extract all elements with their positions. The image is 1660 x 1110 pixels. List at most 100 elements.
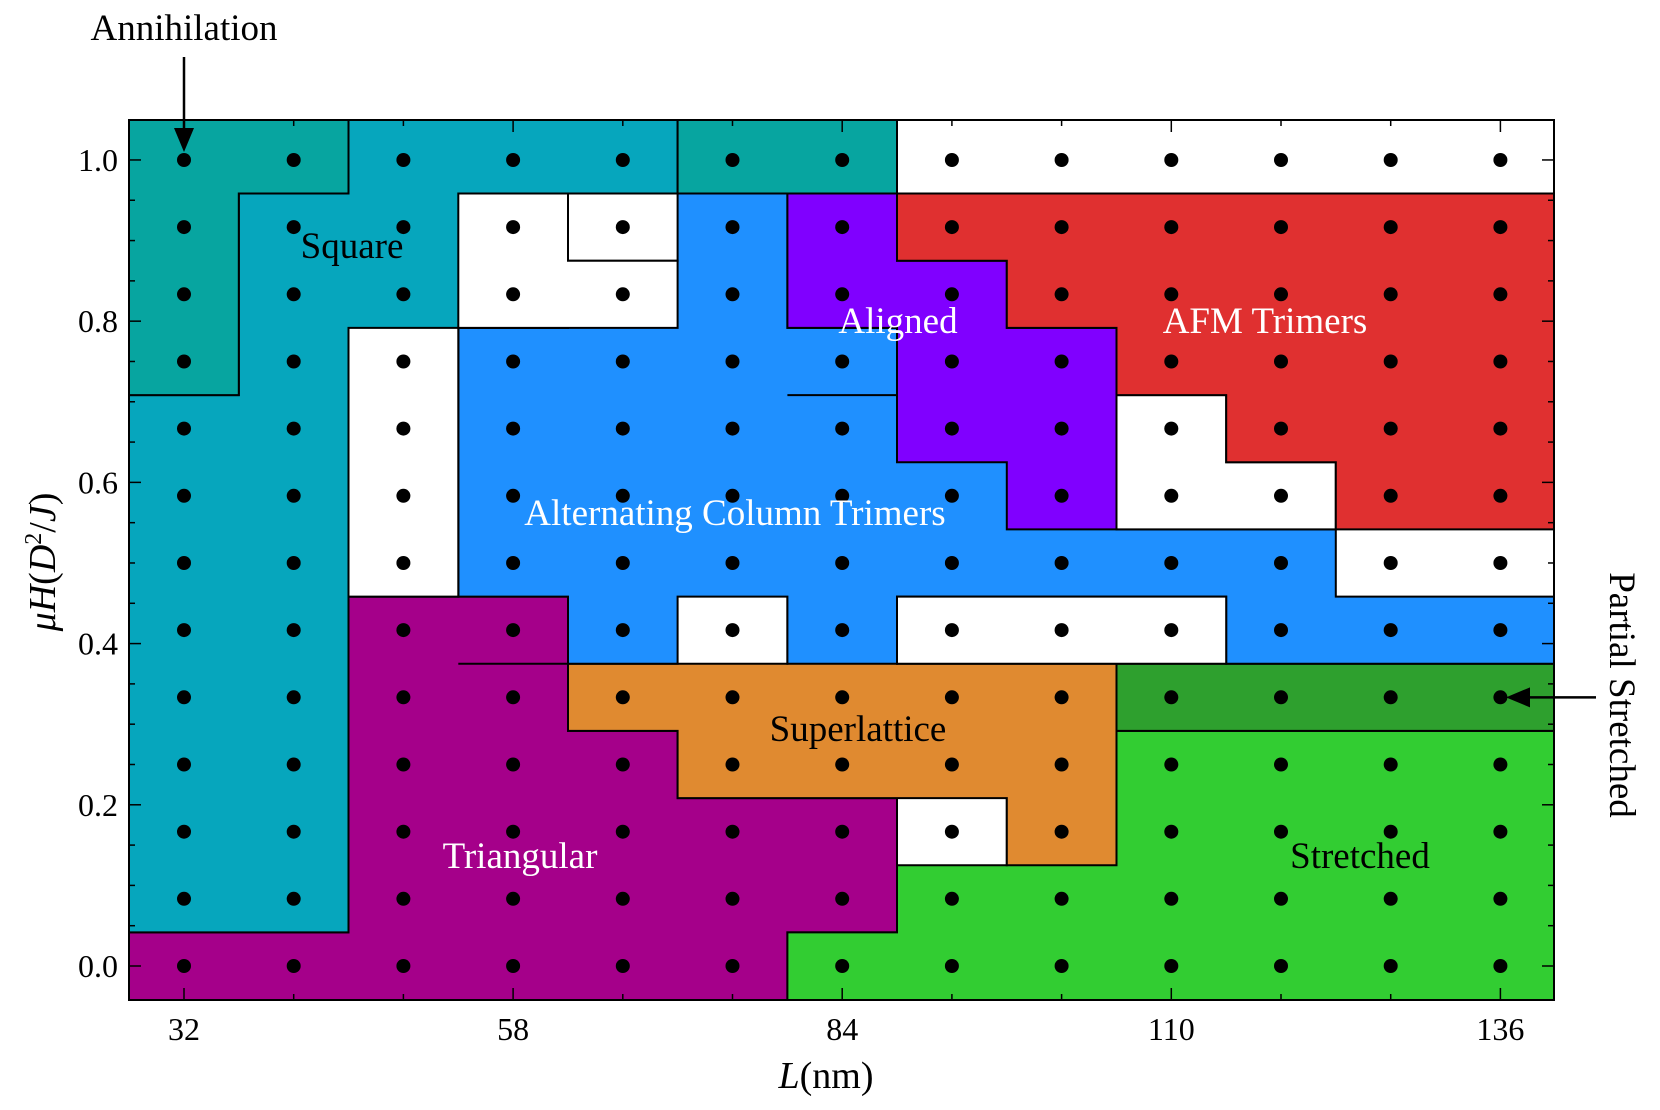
sample-point: [1164, 959, 1179, 973]
sample-point: [615, 153, 630, 167]
sample-point: [1274, 421, 1288, 436]
sample-point: [835, 354, 850, 369]
sample-point: [1164, 690, 1179, 705]
sample-point: [396, 421, 411, 436]
sample-point: [177, 354, 191, 369]
y-axis-close: ): [22, 493, 64, 506]
region-label-alternating-column-trimers: Alternating Column Trimers: [524, 493, 945, 534]
region-label-superlattice: Superlattice: [770, 709, 947, 750]
y-axis-mu-h: μH: [22, 582, 64, 632]
sample-point: [177, 220, 191, 235]
sample-point: [1383, 757, 1398, 772]
sample-points: [177, 153, 1508, 973]
sample-point: [835, 623, 850, 638]
sample-point: [177, 891, 191, 906]
sample-point: [835, 488, 850, 503]
sample-point: [506, 891, 521, 906]
sample-point: [615, 891, 630, 906]
y-tick-labels: 0.0 0.2 0.4 0.6 0.8 1.0: [78, 142, 118, 984]
sample-point: [615, 220, 630, 235]
y-tick-label: 0.6: [78, 464, 118, 500]
sample-point: [835, 824, 850, 839]
y-axis-slash: /: [22, 522, 64, 533]
sample-point: [725, 623, 740, 638]
sample-point: [396, 891, 411, 906]
x-tick-label: 32: [168, 1011, 200, 1047]
annotation-annihilation: Annihilation: [90, 8, 277, 49]
sample-point: [725, 824, 740, 839]
sample-point: [944, 757, 959, 772]
sample-point: [944, 959, 959, 973]
sample-point: [1054, 757, 1069, 772]
sample-point: [286, 354, 301, 369]
sample-point: [725, 757, 740, 772]
x-axis-unit: (nm): [800, 1055, 874, 1097]
annotation-partial-stretched: Partial Stretched: [1601, 572, 1642, 818]
sample-point: [615, 354, 630, 369]
sample-point: [1274, 757, 1288, 772]
sample-point: [1274, 556, 1288, 570]
sample-point: [286, 824, 301, 839]
sample-point: [725, 959, 740, 973]
sample-point: [396, 153, 411, 167]
sample-point: [1493, 959, 1508, 973]
sample-point: [615, 757, 630, 772]
axis-ticks: [129, 120, 1554, 1000]
sample-point: [1054, 824, 1069, 839]
x-tick-labels: 32 58 84 110 136: [168, 1011, 1524, 1047]
sample-point: [944, 891, 959, 906]
sample-point: [835, 220, 850, 235]
sample-point: [177, 153, 191, 167]
sample-point: [286, 959, 301, 973]
sample-point: [835, 959, 850, 973]
sample-point: [1383, 690, 1398, 705]
sample-point: [1383, 354, 1398, 369]
sample-point: [177, 287, 191, 302]
sample-point: [615, 488, 630, 503]
sample-point: [1274, 354, 1288, 369]
sample-point: [1274, 891, 1288, 906]
sample-point: [1054, 354, 1069, 369]
sample-point: [1054, 421, 1069, 436]
sample-point: [944, 556, 959, 570]
sample-point: [396, 757, 411, 772]
sample-point: [725, 354, 740, 369]
sample-point: [286, 757, 301, 772]
sample-point: [725, 421, 740, 436]
sample-point: [1383, 891, 1398, 906]
sample-point: [1383, 421, 1398, 436]
sample-point: [1054, 153, 1069, 167]
x-axis-variable: L: [777, 1055, 799, 1097]
sample-point: [725, 153, 740, 167]
sample-point: [396, 287, 411, 302]
sample-point: [944, 220, 959, 235]
sample-point: [1493, 153, 1508, 167]
sample-point: [615, 824, 630, 839]
region-partial-stretched: [1115, 662, 1555, 732]
sample-point: [1054, 488, 1069, 503]
region-label-square: Square: [301, 226, 404, 267]
sample-point: [506, 556, 521, 570]
sample-point: [835, 690, 850, 705]
sample-point: [1164, 556, 1179, 570]
sample-point: [1054, 891, 1069, 906]
sample-point: [506, 757, 521, 772]
sample-point: [1054, 287, 1069, 302]
sample-point: [944, 824, 959, 839]
sample-point: [396, 690, 411, 705]
y-axis-label: μH(D2/J): [21, 493, 64, 633]
sample-point: [286, 153, 301, 167]
sample-point: [1493, 354, 1508, 369]
sample-point: [1383, 153, 1398, 167]
sample-point: [1383, 220, 1398, 235]
sample-point: [725, 690, 740, 705]
sample-point: [286, 623, 301, 638]
sample-point: [1493, 488, 1508, 503]
sample-point: [1054, 623, 1069, 638]
sample-point: [1493, 623, 1508, 638]
sample-point: [835, 153, 850, 167]
sample-point: [1164, 891, 1179, 906]
sample-point: [177, 757, 191, 772]
sample-point: [1493, 220, 1508, 235]
